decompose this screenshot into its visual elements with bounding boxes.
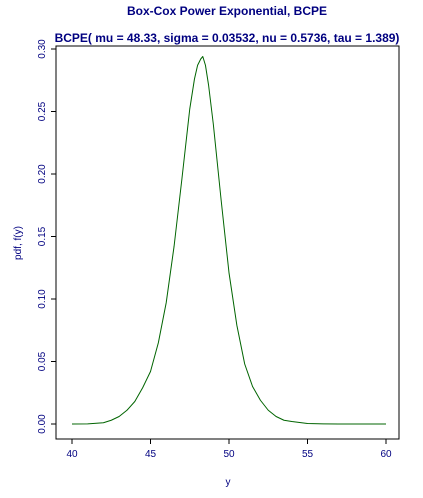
x-tick-label: 40 xyxy=(66,449,78,460)
x-tick-label: 45 xyxy=(145,449,157,460)
chart-subtitle: BCPE( mu = 48.33, sigma = 0.03532, nu = … xyxy=(55,31,400,45)
y-tick-label: 0.00 xyxy=(37,414,48,434)
chart-title: Box-Cox Power Exponential, BCPE xyxy=(127,4,327,18)
x-tick-label: 60 xyxy=(380,449,392,460)
y-tick-label: 0.05 xyxy=(37,351,48,371)
y-axis: 0.00 0.05 0.10 0.15 0.20 0.25 0.30 xyxy=(37,39,57,434)
x-axis-label: y xyxy=(226,477,231,488)
series-layer xyxy=(71,56,386,425)
plot-frame xyxy=(55,45,400,440)
y-axis-label: pdf, f(y) xyxy=(13,226,24,260)
x-tick-label: 50 xyxy=(223,449,235,460)
x-axis: 40 45 50 55 60 xyxy=(66,438,392,460)
y-tick-label: 0.10 xyxy=(37,289,48,309)
y-tick-label: 0.30 xyxy=(37,39,48,59)
y-tick-label: 0.15 xyxy=(37,226,48,246)
y-tick-label: 0.20 xyxy=(37,164,48,184)
x-tick-label: 55 xyxy=(302,449,314,460)
density-curve xyxy=(71,56,386,425)
y-tick-label: 0.25 xyxy=(37,101,48,121)
